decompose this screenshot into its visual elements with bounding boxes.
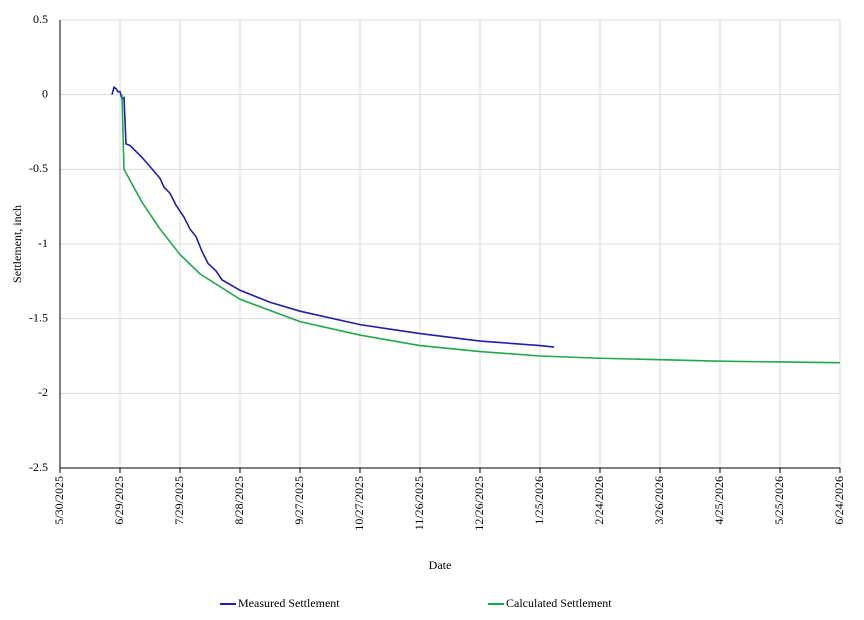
legend-label: Measured Settlement bbox=[238, 596, 340, 610]
x-tick-label: 6/29/2025 bbox=[112, 476, 126, 525]
x-tick-label: 10/27/2025 bbox=[352, 476, 366, 531]
y-tick-label: -1 bbox=[38, 236, 48, 250]
y-tick-label: -0.5 bbox=[29, 161, 48, 175]
y-tick-label: 0.5 bbox=[33, 12, 48, 26]
y-tick-label: -2.5 bbox=[29, 460, 48, 474]
x-tick-label: 1/25/2026 bbox=[532, 476, 546, 525]
x-tick-label: 3/26/2026 bbox=[652, 476, 666, 525]
x-tick-label: 12/26/2025 bbox=[472, 476, 486, 531]
x-axis-label: Date bbox=[429, 558, 452, 572]
series-line bbox=[111, 85, 555, 348]
x-tick-label: 6/24/2026 bbox=[832, 476, 846, 525]
y-tick-label: -1.5 bbox=[29, 310, 48, 324]
x-tick-label: 8/28/2025 bbox=[232, 476, 246, 525]
x-tick-label: 7/29/2025 bbox=[172, 476, 186, 525]
x-tick-label: 2/24/2026 bbox=[592, 476, 606, 525]
y-axis-label: Settlement, inch bbox=[10, 205, 24, 283]
y-tick-label: 0 bbox=[42, 86, 48, 100]
x-tick-label: 4/25/2026 bbox=[712, 476, 726, 525]
legend-label: Calculated Settlement bbox=[506, 596, 612, 610]
x-tick-label: 11/26/2025 bbox=[412, 476, 426, 530]
y-tick-label: -2 bbox=[38, 385, 48, 399]
x-tick-label: 5/25/2026 bbox=[772, 476, 786, 525]
x-tick-label: 5/30/2025 bbox=[52, 476, 66, 525]
x-tick-label: 9/27/2025 bbox=[292, 476, 306, 525]
series-line bbox=[121, 94, 841, 364]
